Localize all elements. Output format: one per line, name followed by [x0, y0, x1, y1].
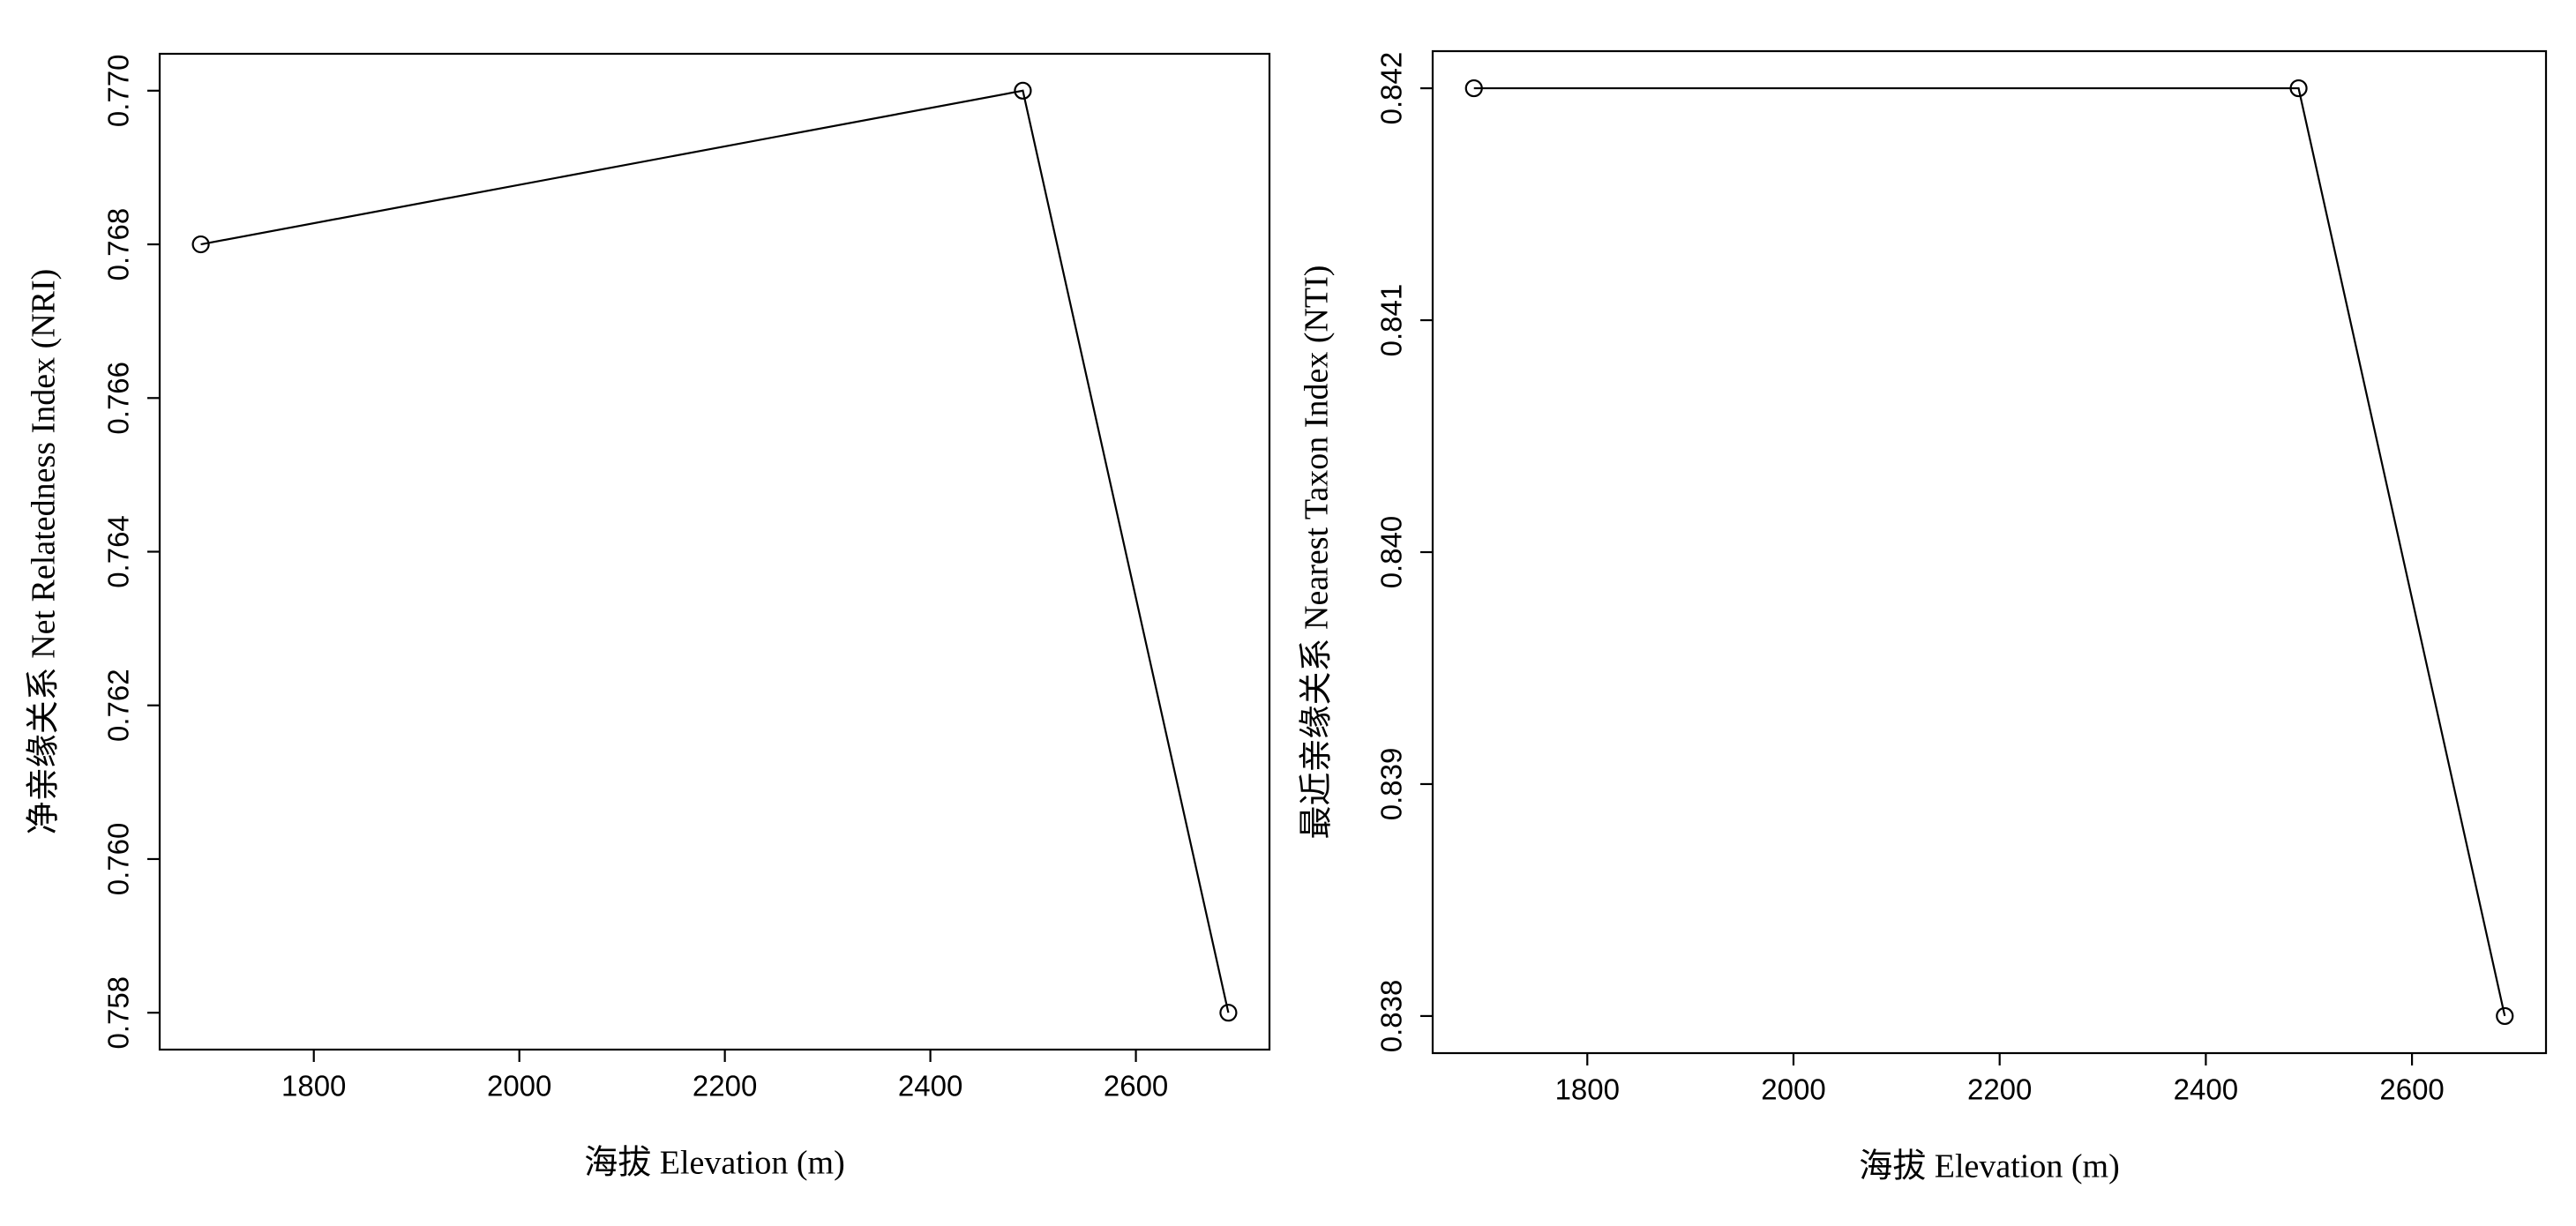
x-tick-label: 1800	[1555, 1073, 1620, 1106]
data-point	[2496, 1006, 2514, 1026]
data-line	[200, 89, 1230, 1013]
y-tick-label: 0.838	[1375, 980, 1408, 1053]
y-tick-label: 0.766	[102, 362, 135, 435]
data-point	[1219, 1004, 1238, 1022]
x-tick-label: 2400	[898, 1070, 962, 1103]
data-point	[191, 235, 210, 254]
x-tick-label: 2000	[487, 1070, 551, 1103]
x-tick-label: 2200	[1967, 1073, 2032, 1106]
data-point	[2289, 78, 2308, 98]
x-axis-label: 海拔 Elevation (m)	[1859, 1148, 2119, 1185]
y-tick-label: 0.760	[102, 823, 135, 896]
y-tick-label: 0.768	[102, 208, 135, 281]
data-point	[1014, 81, 1032, 100]
plot-frame	[158, 52, 1271, 1051]
x-tick-label: 2600	[1104, 1070, 1168, 1103]
y-tick-label: 0.841	[1375, 284, 1408, 357]
x-tick-label: 2400	[2174, 1073, 2238, 1106]
y-axis-label: 净亲缘关系 Net Relatedness Index (NRI)	[26, 269, 63, 835]
x-tick-label: 2200	[693, 1070, 757, 1103]
x-tick-label: 1800	[281, 1070, 346, 1103]
y-tick-label: 0.758	[102, 976, 135, 1050]
y-tick-label: 0.762	[102, 669, 135, 742]
y-tick-label: 0.840	[1375, 516, 1408, 589]
data-point	[1464, 78, 1483, 98]
plot-frame	[1431, 49, 2548, 1055]
x-axis-label: 海拔 Elevation (m)	[584, 1145, 844, 1182]
y-tick-label: 0.770	[102, 55, 135, 128]
y-axis-label: 最近亲缘关系 Nearest Taxon Index (NTI)	[1299, 265, 1336, 840]
x-tick-label: 2000	[1761, 1073, 1825, 1106]
y-tick-label: 0.842	[1375, 52, 1408, 125]
y-tick-label: 0.839	[1375, 748, 1408, 821]
data-line	[1473, 86, 2506, 1017]
y-tick-label: 0.764	[102, 515, 135, 588]
x-tick-label: 2600	[2379, 1073, 2444, 1106]
